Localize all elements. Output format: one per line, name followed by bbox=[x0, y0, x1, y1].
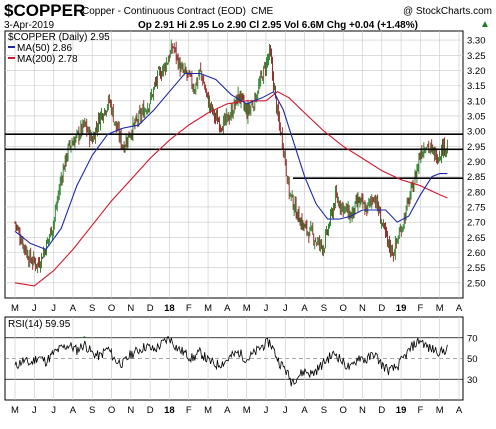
rsi-month-label: A bbox=[70, 405, 77, 416]
legend-price: $COPPER (Daily) 2.95 bbox=[8, 32, 110, 43]
price-month-label: A bbox=[70, 303, 77, 314]
price-month-label: A bbox=[456, 303, 463, 314]
price-month-label: J bbox=[32, 303, 37, 314]
price-candles bbox=[14, 39, 448, 274]
rsi-overbought-fill bbox=[65, 335, 87, 338]
price-tick-label: 2.95 bbox=[467, 142, 486, 153]
price-month-label: 18 bbox=[164, 303, 175, 314]
price-x-axis: M J J A S O N D 18 F M A M J J A S O N D 19 F M A bbox=[11, 303, 463, 314]
rsi-tick-label: 30 bbox=[467, 375, 478, 386]
price-tick-label: 3.25 bbox=[467, 51, 486, 62]
price-tick-label: 2.90 bbox=[467, 157, 486, 168]
rsi-month-label: M bbox=[204, 405, 212, 416]
price-month-label: M bbox=[243, 303, 251, 314]
rsi-month-label: D bbox=[378, 405, 385, 416]
price-tick-label: 2.55 bbox=[467, 263, 486, 274]
price-tick-label: 2.85 bbox=[467, 172, 486, 183]
chart-ohlc: Op 2.91 Hi 2.95 Lo 2.90 Cl 2.95 Vol 6.6M… bbox=[138, 20, 418, 31]
price-tick-label: 3.00 bbox=[467, 127, 486, 138]
price-month-label: A bbox=[224, 303, 231, 314]
price-month-label: F bbox=[417, 303, 423, 314]
price-month-label: M bbox=[11, 303, 19, 314]
price-tick-label: 2.75 bbox=[467, 202, 486, 213]
rsi-month-label: N bbox=[359, 405, 366, 416]
price-tick-label: 3.30 bbox=[467, 36, 486, 47]
rsi-month-label: S bbox=[321, 405, 327, 416]
price-month-label: J bbox=[283, 303, 288, 314]
price-month-label: O bbox=[108, 303, 115, 314]
legend-ma200: MA(200) 2.78 bbox=[17, 54, 78, 65]
legend-ma50: MA(50) 2.86 bbox=[17, 43, 72, 54]
price-tick-label: 3.15 bbox=[467, 81, 486, 92]
rsi-panel bbox=[4, 316, 464, 401]
rsi-month-label: M bbox=[436, 405, 444, 416]
chart-description: Copper - Continuous Contract (EOD) bbox=[82, 6, 246, 17]
rsi-month-label: M bbox=[243, 405, 251, 416]
price-tick-label: 2.70 bbox=[467, 218, 486, 229]
rsi-tick-label: 70 bbox=[467, 333, 478, 344]
ma200-line bbox=[14, 91, 448, 287]
rsi-month-label: O bbox=[339, 405, 346, 416]
chart-symbol: $COPPER bbox=[4, 1, 85, 20]
price-y-axis: 3.30 3.25 3.20 3.15 3.10 3.05 3.00 2.95 2.90 2.85… bbox=[467, 36, 486, 290]
rsi-grid bbox=[5, 317, 463, 400]
price-month-label: N bbox=[127, 303, 134, 314]
chart-date: 3-Apr-2019 bbox=[4, 20, 54, 31]
price-month-label: A bbox=[301, 303, 308, 314]
rsi-month-label: 18 bbox=[164, 405, 175, 416]
price-tick-label: 2.65 bbox=[467, 233, 486, 244]
price-month-label: N bbox=[359, 303, 366, 314]
price-month-label: 19 bbox=[396, 303, 407, 314]
price-tick-label: 3.20 bbox=[467, 66, 486, 77]
stockcharts-watermark: @ StockCharts.com bbox=[403, 6, 492, 17]
ma50-line bbox=[14, 72, 448, 251]
price-month-label: D bbox=[378, 303, 385, 314]
rsi-month-label: A bbox=[456, 405, 463, 416]
price-month-label: O bbox=[339, 303, 346, 314]
rsi-line bbox=[14, 336, 448, 387]
rsi-month-label: 19 bbox=[396, 405, 407, 416]
price-panel bbox=[4, 30, 464, 299]
rsi-month-label: F bbox=[186, 405, 192, 416]
rsi-tick-label: 50 bbox=[467, 354, 478, 365]
price-month-label: J bbox=[51, 303, 56, 314]
rsi-month-label: J bbox=[283, 405, 288, 416]
price-tick-label: 2.50 bbox=[467, 278, 486, 289]
rsi-month-label: O bbox=[108, 405, 115, 416]
price-month-label: D bbox=[147, 303, 154, 314]
rsi-month-label: J bbox=[32, 405, 37, 416]
rsi-month-label: N bbox=[127, 405, 134, 416]
price-month-label: S bbox=[321, 303, 327, 314]
rsi-month-label: J bbox=[51, 405, 56, 416]
rsi-month-label: J bbox=[264, 405, 269, 416]
rsi-legend: RSI(14) 59.95 bbox=[8, 319, 71, 330]
price-month-label: M bbox=[436, 303, 444, 314]
rsi-month-label: M bbox=[11, 405, 19, 416]
price-month-label: M bbox=[204, 303, 212, 314]
rsi-lines bbox=[14, 335, 448, 387]
rsi-month-label: F bbox=[417, 405, 423, 416]
rsi-month-label: A bbox=[301, 405, 308, 416]
rsi-y-axis: 70 50 30 bbox=[467, 333, 478, 386]
price-month-label: S bbox=[89, 303, 95, 314]
chart-exchange: CME bbox=[251, 6, 274, 17]
price-month-label: F bbox=[186, 303, 192, 314]
price-tick-label: 2.80 bbox=[467, 187, 486, 198]
rsi-month-label: A bbox=[224, 405, 231, 416]
rsi-x-axis: M J J A S O N D 18 F M A M J J A S O N D 19 F M A bbox=[11, 405, 463, 416]
rsi-month-label: S bbox=[89, 405, 95, 416]
rsi-month-label: D bbox=[147, 405, 154, 416]
price-tick-label: 3.05 bbox=[467, 111, 486, 122]
price-legend: $COPPER (Daily) 2.95 MA(50) 2.86 MA(200)… bbox=[8, 32, 110, 65]
price-month-label: J bbox=[264, 303, 269, 314]
price-grid bbox=[5, 31, 463, 298]
price-lines bbox=[5, 72, 463, 287]
price-tick-label: 3.10 bbox=[467, 96, 486, 107]
price-tick-label: 2.60 bbox=[467, 248, 486, 259]
chg-up-arrow-icon: ▲ bbox=[480, 19, 490, 30]
